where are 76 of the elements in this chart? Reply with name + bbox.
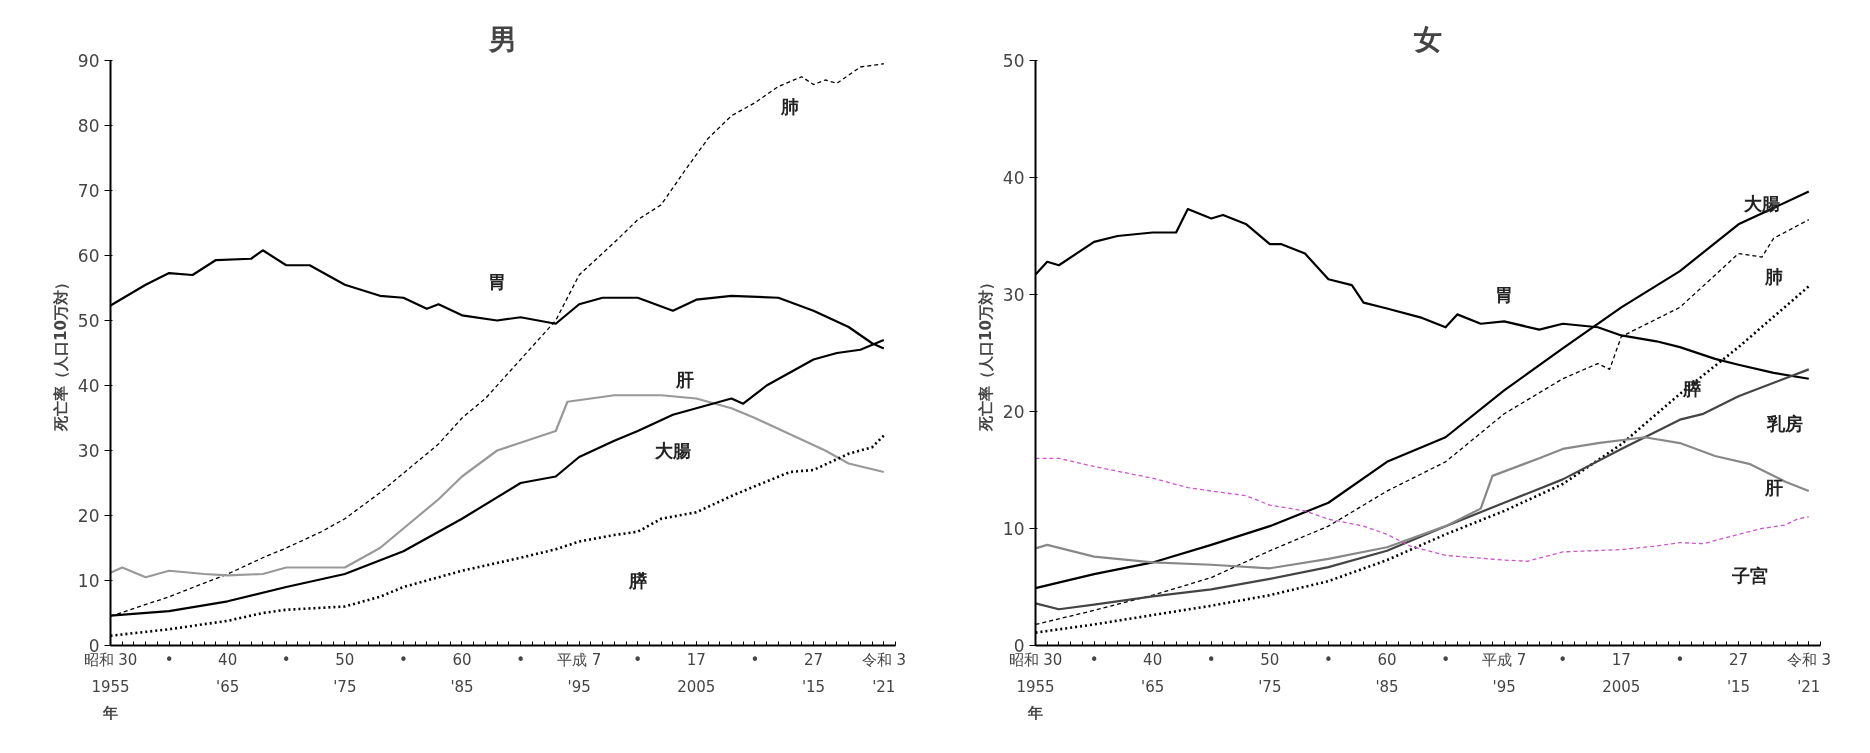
series-label: 肝	[674, 368, 694, 390]
y-tick-label: 20	[1002, 402, 1025, 422]
text: 50	[335, 650, 355, 669]
line-series	[1035, 368, 1810, 611]
text: 17	[686, 650, 706, 669]
y-tick-label: 90	[77, 51, 100, 71]
text: 令和 3	[1786, 650, 1831, 669]
text: 50	[1260, 650, 1280, 669]
text: 40	[1143, 650, 1163, 669]
text: 平成 7	[557, 650, 602, 669]
text: 膵	[627, 570, 647, 591]
y-tick-label: 80	[77, 116, 100, 136]
x-tick-label: '15	[801, 677, 826, 696]
y-tick-label: 60	[77, 246, 100, 266]
text: •	[164, 650, 174, 669]
x-tick-label: 2005	[677, 677, 716, 696]
x-tick-label: 1955	[91, 677, 130, 696]
text: 令和 3	[861, 650, 906, 669]
text: •	[633, 650, 643, 669]
text: •	[1089, 650, 1099, 669]
x-tick-label: '65	[1141, 677, 1165, 696]
x-tick-label: '21	[872, 677, 896, 696]
y-tick-label: 30	[77, 441, 100, 461]
y-tick-label: 50	[1002, 51, 1025, 71]
text: •	[750, 650, 760, 669]
text: 60	[1377, 650, 1397, 669]
x-tick-label: '75	[333, 677, 357, 696]
text: 平成 7	[1482, 650, 1527, 669]
y-tick-label: 50	[77, 311, 100, 331]
x-tick-label: 2005	[1602, 677, 1641, 696]
x-tick-label: '85	[450, 677, 474, 696]
x-tick-label: '95	[567, 677, 591, 696]
text: •	[516, 650, 526, 669]
text: •	[1323, 650, 1333, 669]
series-label: 子宮	[1731, 564, 1769, 586]
y-tick-label: 40	[77, 376, 100, 396]
text: •	[1441, 650, 1451, 669]
series-label: 胃	[1495, 284, 1514, 305]
text: •	[398, 650, 408, 669]
text: 40	[218, 650, 238, 669]
y-tick-label: 10	[77, 571, 100, 591]
text: •	[1206, 650, 1216, 669]
series-label: 膵	[1681, 377, 1701, 399]
series-label: 大腸	[1742, 192, 1780, 214]
y-tick-label: 30	[1002, 285, 1025, 305]
text: 27	[1728, 650, 1749, 669]
x-tick-label: '75	[1258, 677, 1282, 696]
text: 17	[1611, 650, 1631, 669]
series-label: 胃	[488, 271, 507, 292]
x-axis-title: 年	[102, 703, 118, 722]
text: •	[1558, 650, 1568, 669]
series-label: 肺	[780, 95, 800, 117]
series-label: 肝	[1763, 477, 1783, 499]
y-tick-label: 40	[1002, 168, 1025, 188]
text: 27	[803, 650, 824, 669]
series-label: 大腸	[653, 440, 691, 461]
series-label: 乳房	[1766, 412, 1804, 434]
x-tick-label: '85	[1375, 677, 1399, 696]
text: 60	[452, 650, 472, 669]
series-label: 肺	[1763, 266, 1783, 288]
x-tick-label: '95	[1492, 677, 1516, 696]
y-axis-title: 死亡率（人口10万対）	[51, 275, 70, 432]
x-tick-label: 1955	[1016, 677, 1055, 696]
x-tick-label: '65	[216, 677, 240, 696]
text: •	[281, 650, 291, 669]
y-tick-label: 20	[77, 506, 100, 526]
chart-title: 女	[1413, 22, 1442, 56]
x-tick-label: '15	[1726, 677, 1751, 696]
y-tick-label: 70	[77, 181, 100, 201]
x-axis-title: 年	[1027, 703, 1043, 722]
x-tick-label: '21	[1797, 677, 1821, 696]
text: •	[1675, 650, 1685, 669]
chart-title: 男	[488, 22, 517, 56]
y-axis-title: 死亡率（人口10万対）	[976, 275, 995, 432]
line-series	[1035, 457, 1810, 562]
y-tick-label: 10	[1002, 519, 1025, 539]
